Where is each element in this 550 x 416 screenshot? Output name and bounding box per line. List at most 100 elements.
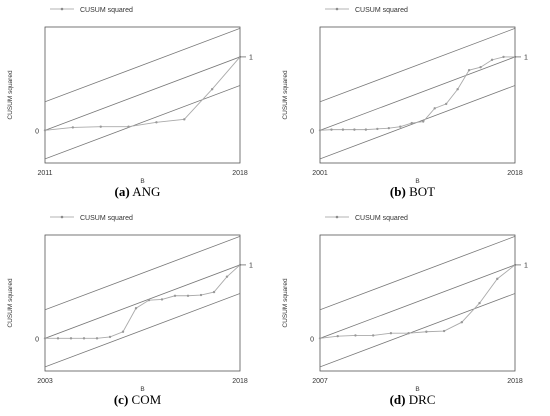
significance-bands	[45, 235, 240, 368]
caption-drc: (d) DRC	[275, 392, 550, 408]
expected-line	[45, 264, 240, 339]
cusum-point	[341, 128, 345, 131]
upper-band	[45, 27, 240, 103]
cusum-point	[479, 66, 482, 69]
cusum-point	[399, 125, 402, 128]
caption-bot: (b) BOT	[275, 184, 550, 200]
cusum-point	[407, 332, 410, 335]
cusum-point	[496, 277, 499, 281]
cusum-point	[444, 102, 448, 106]
caption-letter: (d)	[389, 392, 406, 407]
lower-band	[320, 293, 515, 368]
cusum-point	[199, 293, 203, 297]
chart-panel-com: CUSUM squared CUSUM squared 0 1 2003 2018 B (c…	[0, 208, 275, 416]
legend: CUSUM squared	[50, 7, 133, 14]
caption-letter: (a)	[114, 184, 130, 199]
plot-frame	[319, 234, 516, 372]
cusum-point	[82, 337, 86, 340]
cusum-point	[127, 125, 130, 128]
cusum-point	[387, 126, 391, 130]
upper-band	[320, 27, 515, 103]
cusum-chart-drc: CUSUM squared CUSUM squared 0 1 2007 2018 B	[282, 215, 528, 393]
y-tick-label-one: 1	[524, 54, 528, 61]
cusum-point	[71, 126, 75, 129]
y-tick-label-one: 1	[249, 262, 253, 269]
cusum-point	[353, 128, 356, 131]
legend-marker	[335, 215, 339, 219]
legend-label: CUSUM squared	[80, 215, 133, 222]
plot-frame	[319, 26, 516, 164]
cusum-point	[318, 129, 322, 132]
cusum-series-line	[319, 56, 515, 131]
lower-band	[45, 293, 240, 368]
y-tick-label-zero: 0	[35, 336, 39, 343]
cusum-point	[69, 337, 73, 340]
x-axis-label: B	[415, 178, 419, 185]
cusum-point	[456, 88, 459, 91]
x-tick-label-end: 2018	[232, 170, 248, 177]
significance-bands	[320, 27, 515, 160]
lower-band	[45, 85, 240, 160]
cusum-point	[371, 334, 375, 337]
caption-name: DRC	[408, 392, 436, 407]
cusum-point	[134, 307, 138, 310]
legend-marker	[335, 7, 339, 11]
cusum-point	[183, 118, 186, 121]
cusum-point	[336, 334, 339, 338]
cusum-point	[108, 335, 112, 339]
cusum-point	[460, 321, 464, 324]
cusum-point	[330, 128, 333, 131]
cusum-point	[99, 125, 102, 128]
y-axis-label: CUSUM squared	[7, 70, 14, 120]
x-tick-label-start: 2007	[312, 378, 328, 385]
cusum-point	[225, 275, 229, 278]
cusum-point	[186, 294, 190, 297]
chart-panel-bot: CUSUM squared CUSUM squared 0 1 2001 2018 B (b…	[275, 0, 550, 208]
cusum-point	[364, 128, 368, 131]
caption-com: (c) COM	[0, 392, 275, 408]
x-axis-label: B	[140, 178, 144, 185]
expected-line	[45, 56, 240, 131]
y-axis-label: CUSUM squared	[282, 278, 289, 328]
caption-letter: (c)	[113, 392, 129, 407]
chart-panel-drc: CUSUM squared CUSUM squared 0 1 2007 2018 B (d…	[275, 208, 550, 416]
legend: CUSUM squared	[50, 215, 133, 222]
legend: CUSUM squared	[325, 7, 408, 14]
x-tick-label-end: 2018	[507, 170, 523, 177]
y-axis-label: CUSUM squared	[7, 278, 14, 328]
y-tick-label-zero: 0	[310, 336, 314, 343]
cusum-point	[442, 329, 446, 333]
y-tick-label-zero: 0	[310, 128, 314, 135]
cusum-point	[433, 107, 436, 110]
cusum-chart-ang: CUSUM squared CUSUM squared 0 1 2011 2018 B	[7, 7, 253, 185]
expected-line	[320, 264, 515, 339]
y-axis-label: CUSUM squared	[282, 70, 289, 120]
caption-letter: (b)	[389, 184, 406, 199]
cusum-point	[410, 121, 413, 125]
cusum-point	[43, 337, 47, 340]
cusum-point	[95, 337, 99, 340]
x-axis-label: B	[140, 386, 144, 393]
cusum-point	[422, 120, 425, 123]
x-tick-label-start: 2001	[312, 170, 328, 177]
expected-line	[320, 56, 515, 131]
cusum-point	[478, 301, 481, 305]
caption-name: BOT	[409, 184, 436, 199]
chart-panel-ang: CUSUM squared CUSUM squared 0 1 2011 2018 B (a…	[0, 0, 275, 208]
cusum-series-line	[44, 56, 241, 131]
significance-bands	[45, 27, 240, 160]
cusum-point	[173, 294, 177, 297]
cusum-point	[147, 298, 151, 302]
legend-marker	[60, 215, 64, 219]
y-tick-label-one: 1	[524, 262, 528, 269]
cusum-point	[212, 290, 216, 294]
x-tick-label-end: 2018	[232, 378, 248, 385]
cusum-point	[425, 330, 428, 333]
cusum-point	[389, 332, 393, 335]
cusum-point	[502, 55, 505, 59]
cusum-point	[210, 88, 214, 91]
x-tick-label-start: 2011	[37, 170, 52, 177]
cusum-point	[121, 330, 125, 333]
cusum-point	[318, 337, 322, 340]
significance-bands	[320, 235, 515, 368]
